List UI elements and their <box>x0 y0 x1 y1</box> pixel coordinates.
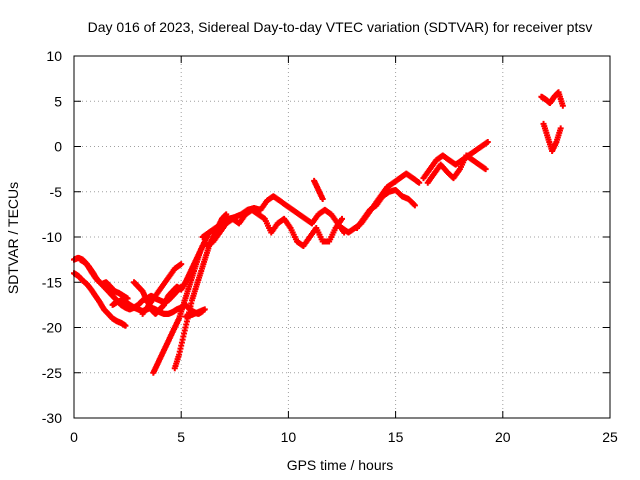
data-series <box>71 89 566 376</box>
data-point <box>319 195 326 202</box>
series-track-h <box>139 261 185 317</box>
data-point <box>482 166 489 173</box>
x-tick-label: 10 <box>281 429 297 445</box>
x-tick-label: 20 <box>495 429 511 445</box>
series-track-n <box>354 186 418 231</box>
series-track-l <box>311 177 326 202</box>
y-tick-label: 0 <box>54 139 62 155</box>
chart-title: Day 016 of 2023, Sidereal Day-to-day VTE… <box>88 19 593 35</box>
x-tick-label: 0 <box>70 429 78 445</box>
series-track-k <box>203 206 345 250</box>
data-point <box>122 322 129 329</box>
y-tick-label: -10 <box>42 229 62 245</box>
data-point <box>411 202 418 209</box>
x-tick-label: 15 <box>388 429 404 445</box>
data-point <box>339 215 345 222</box>
y-tick-labels: -30 -25 -20 -15 -10 -5 0 5 10 <box>42 48 62 426</box>
series-track-r <box>540 120 564 155</box>
x-axis-title: GPS time / hours <box>287 457 394 473</box>
series-track-q <box>538 89 566 109</box>
series-track-p <box>424 152 489 186</box>
data-point <box>178 261 185 268</box>
y-tick-label: -20 <box>42 320 62 336</box>
grid <box>74 56 610 418</box>
y-tick-label: 10 <box>46 48 62 64</box>
y-tick-label: -15 <box>42 274 62 290</box>
x-tick-label: 25 <box>602 429 618 445</box>
data-point <box>557 125 564 132</box>
y-tick-label: -25 <box>42 365 62 381</box>
y-tick-label: -5 <box>50 184 63 200</box>
data-point <box>559 102 566 109</box>
plot-frame <box>73 55 611 419</box>
data-point <box>416 179 423 186</box>
series-track-c <box>77 256 131 302</box>
y-axis-title: SDTVAR / TECUs <box>5 182 21 294</box>
y-tick-label: -30 <box>42 410 62 426</box>
x-tick-labels: 0 5 10 15 20 25 <box>70 429 618 445</box>
data-point <box>484 138 491 145</box>
y-tick-label: 5 <box>54 93 62 109</box>
series-track-i <box>182 306 208 320</box>
data-point <box>201 306 208 313</box>
data-point <box>223 211 230 218</box>
x-tick-label: 5 <box>177 429 185 445</box>
